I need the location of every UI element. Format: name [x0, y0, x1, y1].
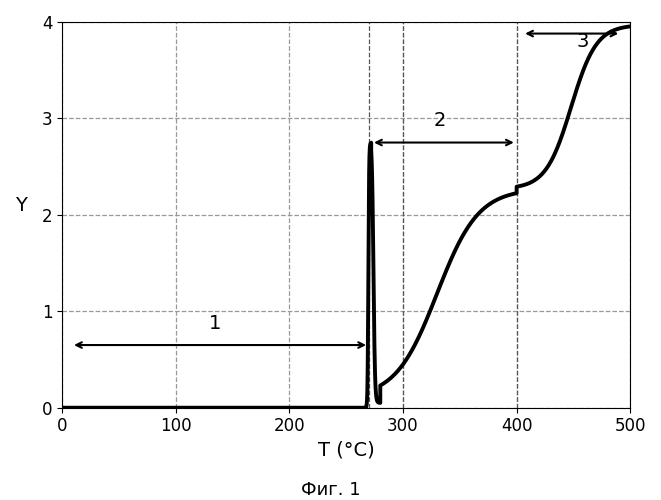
Text: 3: 3: [576, 32, 589, 51]
Text: 2: 2: [433, 111, 446, 130]
Text: Фиг. 1: Фиг. 1: [301, 481, 360, 499]
Text: 1: 1: [210, 314, 221, 332]
Y-axis label: Y: Y: [15, 196, 27, 215]
X-axis label: T (°C): T (°C): [318, 441, 375, 460]
